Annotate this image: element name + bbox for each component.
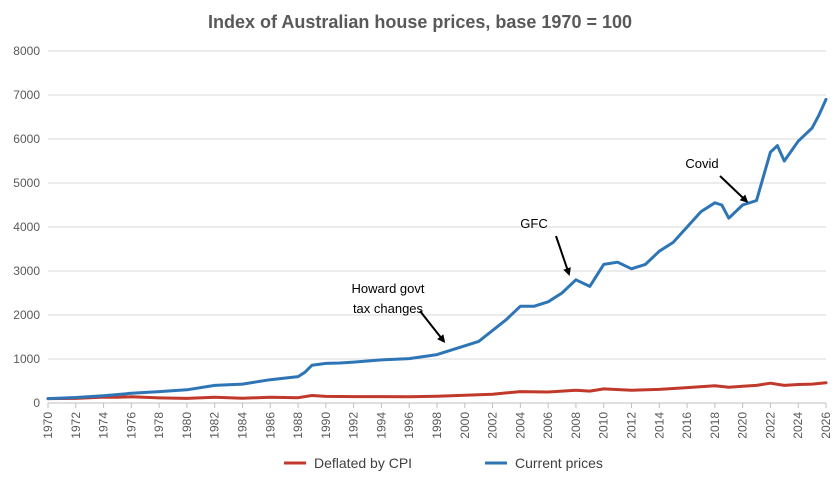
- x-tick-label: 1996: [402, 412, 416, 439]
- y-tick-label: 4000: [13, 220, 40, 234]
- annotation-label: GFC: [520, 216, 547, 231]
- legend-label: Current prices: [515, 455, 603, 471]
- x-tick-label: 1974: [97, 412, 111, 439]
- x-tick-label: 2014: [652, 412, 666, 439]
- x-tick-label: 2010: [597, 412, 611, 439]
- y-tick-label: 2000: [13, 308, 40, 322]
- gridlines: [48, 50, 826, 404]
- chart-title: Index of Australian house prices, base 1…: [208, 12, 632, 32]
- y-tick-label: 7000: [13, 88, 40, 102]
- x-tick-label: 1988: [291, 412, 305, 439]
- x-tick-label: 2000: [458, 412, 472, 439]
- x-tick-label: 2018: [708, 412, 722, 439]
- y-tick-label: 1000: [13, 352, 40, 366]
- y-tick-label: 5000: [13, 176, 40, 190]
- annotations: Howard govt tax changes GFC Covid: [352, 156, 749, 343]
- y-tick-label: 8000: [13, 44, 40, 58]
- annotation-label: tax changes: [353, 301, 424, 316]
- x-tick-label: 1986: [263, 412, 277, 439]
- x-tick-label: 2024: [791, 412, 805, 439]
- x-tick-label: 2022: [763, 412, 777, 439]
- x-tick-label: 2020: [736, 412, 750, 439]
- x-tick-label: 2026: [819, 412, 833, 439]
- annotation-label: Howard govt: [352, 281, 425, 296]
- x-tick-label: 1994: [374, 412, 388, 439]
- x-tick-label: 2008: [569, 412, 583, 439]
- x-tick-label: 1998: [430, 412, 444, 439]
- x-tick-label: 1976: [124, 412, 138, 439]
- annotation-arrow: [719, 175, 749, 203]
- y-tick-label: 6000: [13, 132, 40, 146]
- y-tick-label: 0: [33, 396, 40, 410]
- x-tick-label: 1978: [152, 412, 166, 439]
- x-tick-label: 1990: [319, 412, 333, 439]
- annotation-label: Covid: [685, 156, 718, 171]
- x-tick-label: 1982: [208, 412, 222, 439]
- series-lines: [46, 97, 828, 401]
- x-tick-label: 2006: [541, 412, 555, 439]
- annotation-arrow: [555, 235, 571, 276]
- x-tick-label: 2002: [486, 412, 500, 439]
- x-tick-label: 1992: [347, 412, 361, 439]
- series-line-current-prices: [46, 97, 828, 401]
- x-tick-label: 2012: [625, 412, 639, 439]
- x-axis: 1970 1972 1974 1976 1978 1980 1982 1984 1986 1988…: [41, 403, 833, 439]
- x-tick-label: 1984: [236, 412, 250, 439]
- annotation-arrow: [419, 310, 446, 343]
- legend: Deflated by CPI Current prices: [284, 455, 603, 471]
- x-tick-label: 1970: [41, 412, 55, 439]
- x-tick-label: 1980: [180, 412, 194, 439]
- x-tick-label: 2016: [680, 412, 694, 439]
- x-tick-label: 1972: [69, 412, 83, 439]
- y-tick-label: 3000: [13, 264, 40, 278]
- y-axis: 0 1000 2000 3000 4000 5000 6000 7000 8000: [13, 44, 40, 410]
- series-line-deflated-by-cpi: [46, 381, 828, 401]
- legend-label: Deflated by CPI: [314, 455, 412, 471]
- x-tick-label: 2004: [513, 412, 527, 439]
